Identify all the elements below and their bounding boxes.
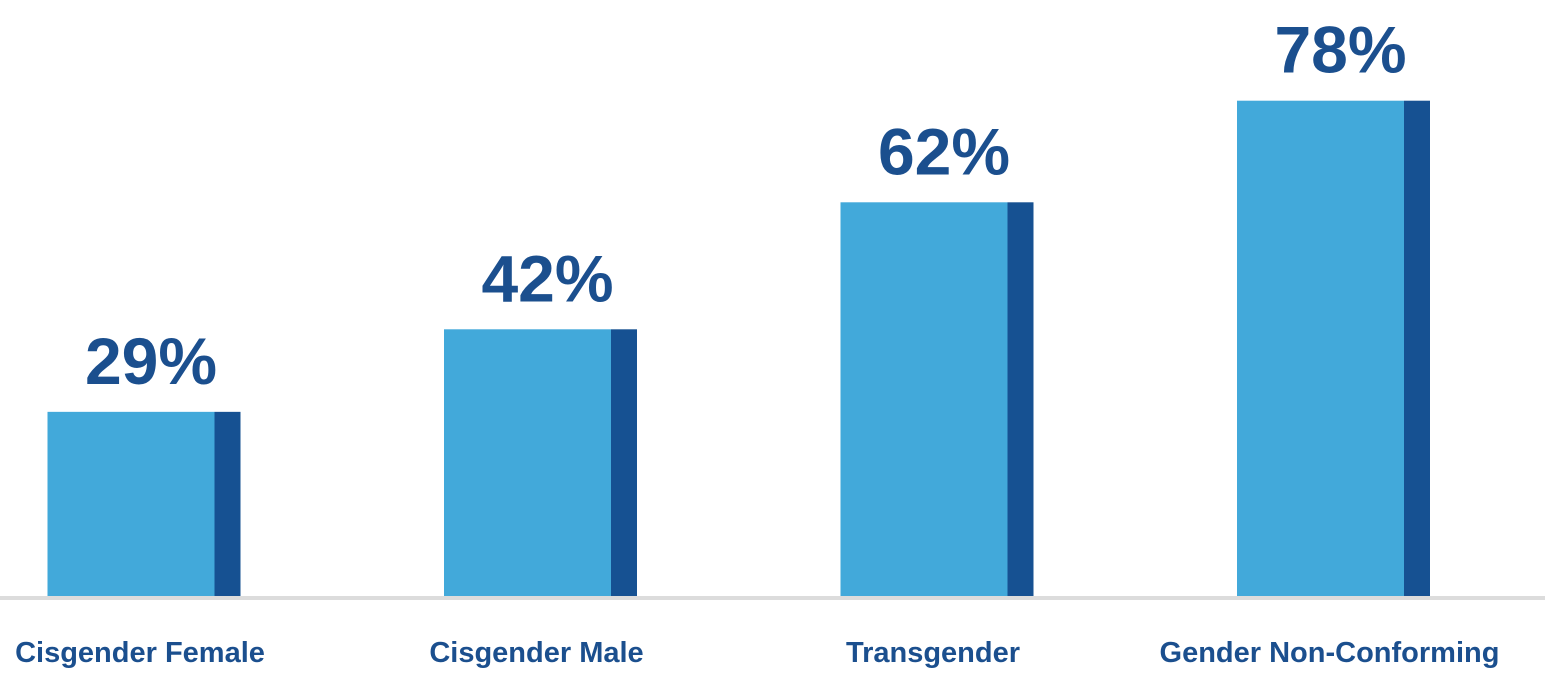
bar [444,329,611,596]
x-tick-label: Cisgender Female [15,637,265,669]
x-tick-label: Cisgender Male [429,637,643,669]
bar [47,411,215,596]
x-tick-label: Transgender [846,637,1020,669]
bar [1237,100,1404,596]
bar-shade [214,411,241,596]
value-label: 29% [85,324,217,398]
bar-shade [611,329,637,596]
value-label: 62% [878,114,1010,188]
value-label: 42% [481,241,613,315]
bar-shade [1404,100,1430,596]
bar-shade [1007,202,1034,597]
value-label: 78% [1274,13,1406,87]
bar [840,202,1008,597]
x-tick-label: Gender Non-Conforming [1160,637,1500,669]
